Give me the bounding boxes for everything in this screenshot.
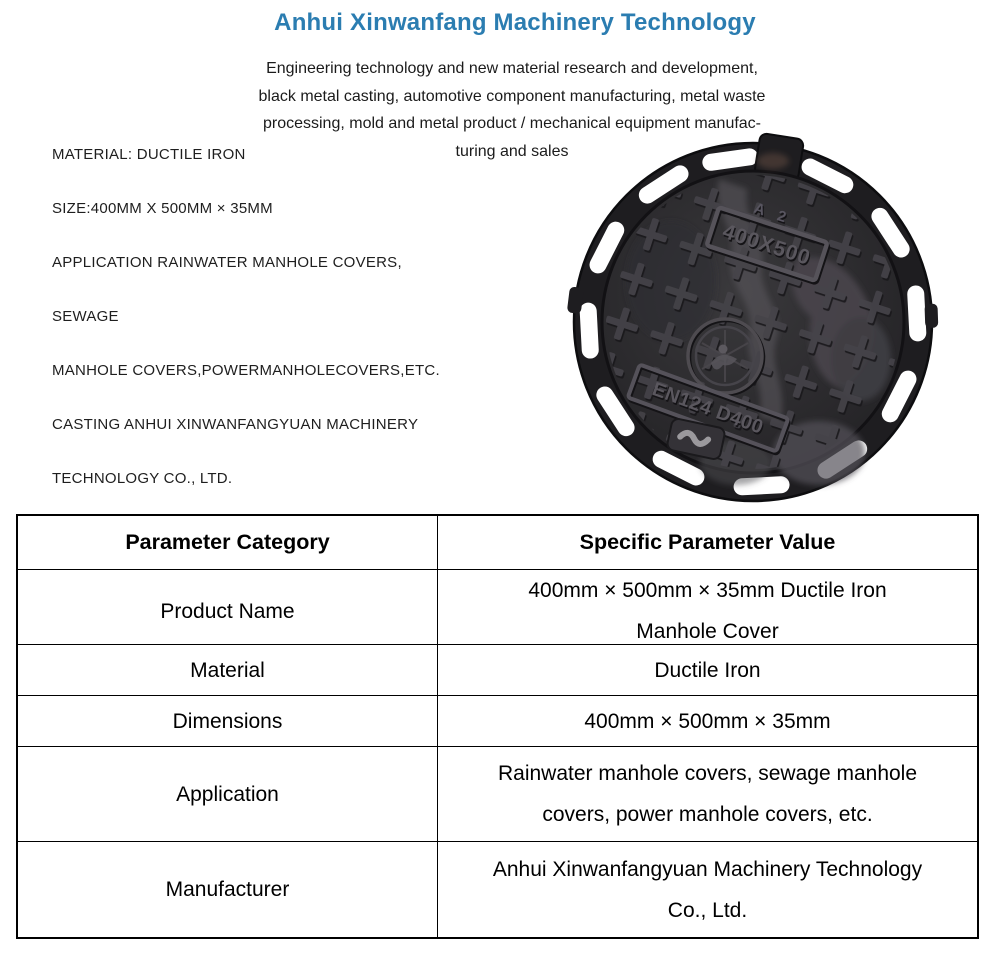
table-row: Application Rainwater manhole covers, se… <box>18 746 977 841</box>
parameter-table: Parameter Category Specific Parameter Va… <box>16 514 979 939</box>
center-emblem <box>686 317 766 397</box>
row-value: Anhui Xinwanfangyuan Machinery Technolog… <box>492 857 923 922</box>
spec-covers: MANHOLE COVERS,POWERMANHOLECOVERS,ETC. <box>52 362 440 379</box>
intro-line: Engineering technology and new material … <box>266 60 758 77</box>
row-category: Manufacturer <box>18 842 438 937</box>
manhole-cover-photo: A 2 A 2 400X500 400X500 EN124 D400 EN124… <box>561 131 945 515</box>
company-intro: Engineering technology and new material … <box>180 55 844 165</box>
row-value: Rainwater manhole covers, sewage manhole… <box>497 762 918 826</box>
table-header-value: Specific Parameter Value <box>579 530 836 554</box>
product-spec-list: MATERIAL: DUCTILE IRON SIZE:400MM X 500M… <box>52 146 522 524</box>
table-row: Dimensions 400mm × 500mm × 35mm <box>18 695 977 746</box>
spec-application: APPLICATION RAINWATER MANHOLE COVERS, <box>52 254 402 271</box>
row-category: Material <box>18 645 438 695</box>
spec-size: SIZE:400MM X 500MM × 35MM <box>52 200 273 217</box>
row-value: Ductile Iron <box>654 658 761 682</box>
spec-casting: CASTING ANHUI XINWANFANGYUAN MACHINERY <box>52 416 419 433</box>
maker-logo-plate <box>666 418 726 460</box>
row-category: Application <box>18 747 438 841</box>
spec-sewage: SEWAGE <box>52 308 119 325</box>
table-row: Product Name 400mm × 500mm × 35mm Ductil… <box>18 569 977 652</box>
table-row: Manufacturer Anhui Xinwanfangyuan Machin… <box>18 841 977 937</box>
row-category: Dimensions <box>18 696 438 746</box>
edge-lug-left <box>567 287 584 314</box>
table-row: Material Ductile Iron <box>18 644 977 695</box>
page-title: Anhui Xinwanfang Machinery Technology <box>274 9 756 36</box>
table-header-row: Parameter Category Specific Parameter Va… <box>18 516 977 569</box>
intro-line: black metal casting, automotive componen… <box>258 87 766 105</box>
row-value: 400mm × 500mm × 35mm Ductile Iron Manhol… <box>528 579 887 643</box>
row-value: 400mm × 500mm × 35mm <box>584 709 831 733</box>
intro-line: turing and sales <box>455 142 569 160</box>
intro-line: processing, mold and metal product / mec… <box>262 115 762 132</box>
edge-lug-right <box>924 303 939 328</box>
table-header-category: Parameter Category <box>18 516 438 569</box>
row-category: Product Name <box>18 570 438 652</box>
spec-material: MATERIAL: DUCTILE IRON <box>52 146 246 163</box>
frame-slot-holes <box>579 148 927 496</box>
manhole-cover-illustration: A 2 A 2 400X500 400X500 EN124 D400 EN124… <box>567 132 939 503</box>
spec-company: TECHNOLOGY CO., LTD. <box>52 470 233 487</box>
